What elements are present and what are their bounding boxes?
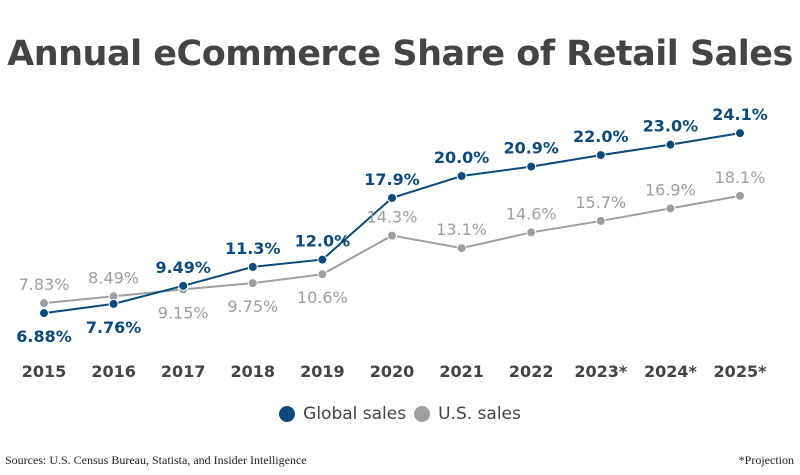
data-point xyxy=(108,298,119,309)
x-tick-label: 2017 xyxy=(161,362,206,381)
data-point xyxy=(39,298,49,309)
data-label: 18.1% xyxy=(715,168,766,187)
legend-label-us: U.S. sales xyxy=(438,404,521,424)
x-tick-label: 2016 xyxy=(91,362,136,381)
data-label: 8.49% xyxy=(88,268,139,287)
data-point xyxy=(595,150,606,161)
x-tick-label: 2022 xyxy=(509,362,554,381)
data-point xyxy=(526,227,537,238)
data-point xyxy=(595,215,606,226)
data-point xyxy=(456,171,467,181)
x-tick-label: 2024* xyxy=(644,362,698,381)
data-point xyxy=(526,161,537,172)
data-label: 9.15% xyxy=(158,303,209,322)
x-tick-label: 2020 xyxy=(370,362,415,381)
data-point xyxy=(456,243,467,254)
data-label: 6.88% xyxy=(16,327,72,346)
legend-marker-global xyxy=(279,406,296,422)
legend-marker-us xyxy=(414,406,431,422)
data-point xyxy=(387,192,397,203)
line-chart: 2015 2016 2017 2018 2019 2020 2021 2022 2023* 202… xyxy=(16,105,768,381)
data-point xyxy=(387,230,397,241)
x-tick-label: 2018 xyxy=(231,362,276,381)
data-label: 20.0% xyxy=(434,148,490,167)
legend-label-global: Global sales xyxy=(303,404,407,424)
x-tick-label: 2023* xyxy=(574,362,628,381)
data-label: 16.9% xyxy=(645,180,696,199)
source-note: Sources: U.S. Census Bureau, Statista, a… xyxy=(5,453,307,467)
projection-note: *Projection xyxy=(738,453,794,467)
data-label: 20.9% xyxy=(503,139,559,158)
data-label: 15.7% xyxy=(575,193,626,212)
data-label: 7.83% xyxy=(19,275,70,294)
legend: Global sales U.S. sales xyxy=(0,404,800,424)
data-point xyxy=(665,139,676,150)
data-label: 12.0% xyxy=(295,232,351,251)
data-point xyxy=(178,280,189,291)
legend-item-global: Global sales xyxy=(279,404,406,424)
data-point xyxy=(665,203,676,214)
x-tick-label: 2015 xyxy=(22,362,67,381)
chart-title: Annual eCommerce Share of Retail Sales xyxy=(7,34,793,74)
data-label: 22.0% xyxy=(573,127,629,146)
legend-item-us: U.S. sales xyxy=(414,404,521,424)
data-label: 14.6% xyxy=(506,204,557,223)
data-point xyxy=(735,190,745,201)
data-label: 7.76% xyxy=(86,318,142,337)
data-label: 14.3% xyxy=(367,208,418,227)
data-point xyxy=(317,254,328,265)
data-label: 9.75% xyxy=(227,297,278,316)
x-tick-label: 2019 xyxy=(300,362,345,381)
data-label: 13.1% xyxy=(436,220,487,239)
data-label: 17.9% xyxy=(364,170,420,189)
data-point xyxy=(317,269,328,280)
x-tick-label: 2021 xyxy=(439,362,484,381)
x-tick-label: 2025* xyxy=(714,362,768,381)
data-point xyxy=(247,278,258,289)
data-label: 11.3% xyxy=(225,239,281,258)
data-point xyxy=(735,128,745,139)
data-point xyxy=(247,261,258,272)
data-label: 9.49% xyxy=(155,258,211,277)
data-label: 23.0% xyxy=(643,117,699,136)
data-label: 10.6% xyxy=(297,288,348,307)
data-label: 24.1% xyxy=(712,105,768,124)
data-point xyxy=(39,308,49,319)
